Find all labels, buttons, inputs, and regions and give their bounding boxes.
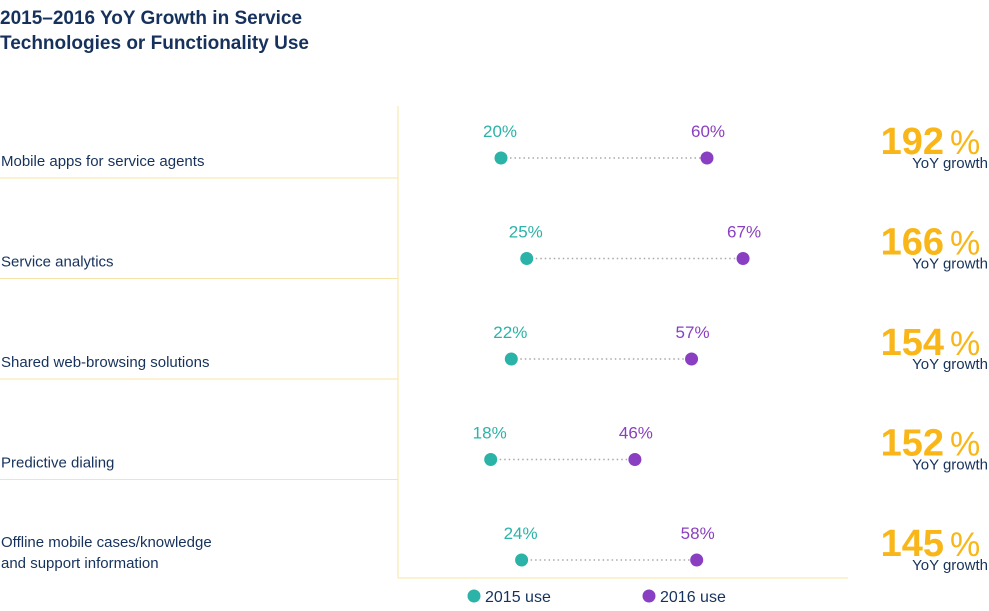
data-label-2016: 60% — [691, 122, 725, 141]
data-label-2016: 58% — [681, 524, 715, 543]
category-label: and support information — [1, 555, 159, 572]
legend-label-2016: 2016 use — [660, 589, 726, 606]
data-label-2016: 57% — [676, 323, 710, 342]
point-2015 — [504, 352, 518, 366]
growth-caption: YoY growth — [912, 557, 988, 574]
data-label-2016: 67% — [727, 223, 761, 242]
data-label-2016: 46% — [619, 424, 653, 443]
point-2015 — [515, 553, 529, 567]
point-2016 — [685, 352, 699, 366]
growth-value: 145 — [881, 523, 944, 565]
growth-value: 154 — [881, 322, 944, 364]
growth-value: 166 — [881, 222, 944, 264]
growth-unit: % — [950, 526, 980, 564]
legend-marker-2016 — [642, 589, 656, 603]
legend-marker-2015 — [467, 589, 481, 603]
chart-row: Mobile apps for service agents 20% 60% 192%… — [0, 121, 988, 179]
growth-value: 192 — [881, 121, 944, 163]
growth-unit: % — [950, 325, 980, 363]
growth-unit: % — [950, 225, 980, 263]
category-label: Offline mobile cases/knowledge — [1, 534, 212, 551]
category-label: Mobile apps for service agents — [1, 153, 204, 170]
data-label-2015: 24% — [504, 524, 538, 543]
data-label-2015: 18% — [473, 424, 507, 443]
growth-caption: YoY growth — [912, 356, 988, 373]
data-label-2015: 22% — [493, 323, 527, 342]
chart-row: Service analytics 25% 67% 166 %YoY growth — [0, 222, 988, 279]
legend-label-2015: 2015 use — [485, 589, 551, 606]
point-2015 — [484, 453, 498, 466]
growth-caption: YoY growth — [912, 457, 988, 474]
category-label: Shared web-browsing solutions — [1, 354, 209, 371]
point-2016 — [690, 553, 704, 567]
point-2016 — [628, 453, 642, 466]
growth-unit: % — [950, 124, 980, 162]
growth-caption: YoY growth — [912, 155, 988, 172]
chart-row: Predictive dialing 18% 46% 152 %YoY growth — [0, 423, 988, 480]
point-2016 — [700, 151, 714, 165]
category-label: Service analytics — [1, 254, 114, 271]
category-label: Predictive dialing — [1, 455, 114, 472]
chart-title: 2015–2016 YoY Growth in Service Technolo… — [0, 6, 380, 56]
point-2015 — [520, 252, 534, 265]
chart-title-line-2: Technologies or Functionality Use — [0, 33, 309, 54]
point-2016 — [736, 252, 750, 265]
chart-row: Shared web-browsing solutions 22% 57% 154 %Y… — [0, 322, 988, 380]
legend: 2015 use 2016 use — [467, 589, 726, 606]
chart-row: Offline mobile cases/knowledge and suppor… — [1, 523, 988, 574]
point-2015 — [494, 151, 508, 165]
growth-caption: YoY growth — [912, 256, 988, 273]
data-label-2015: 25% — [509, 223, 543, 242]
growth-value: 152 — [881, 423, 944, 465]
chart-title-line-1: 2015–2016 YoY Growth in Service — [0, 8, 303, 29]
data-label-2015: 20% — [483, 122, 517, 141]
growth-unit: % — [950, 426, 980, 464]
